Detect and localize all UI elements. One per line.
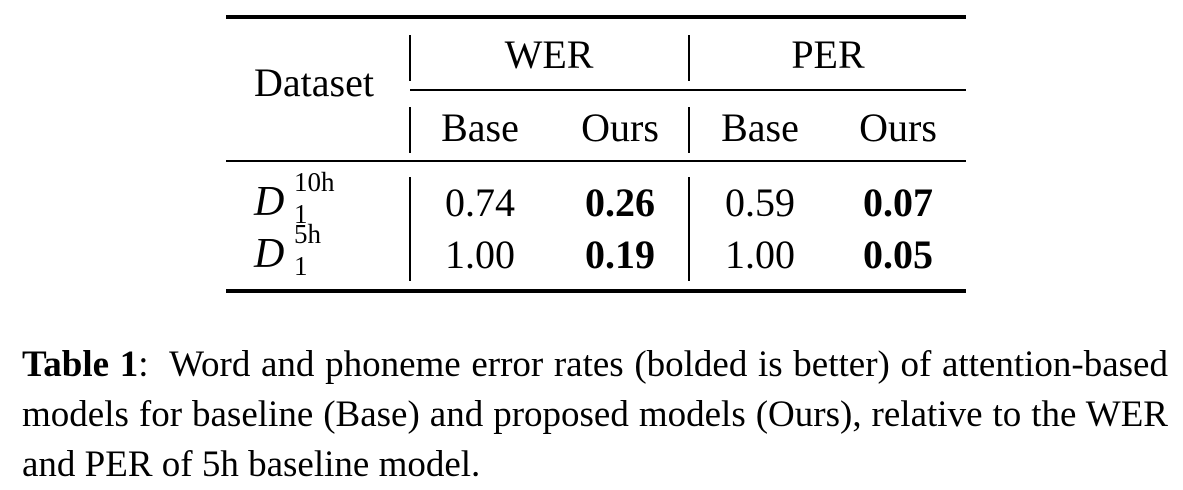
subheader-per-ours: Ours (859, 105, 937, 150)
divider-wer-per-sub (688, 107, 690, 153)
table-bottom-rule (226, 289, 966, 293)
caption-text: Word and phoneme error rates (bolded is … (22, 344, 1168, 485)
table-top-rule (226, 15, 966, 19)
row-dataset-d1-10h: D 10h 1 (254, 167, 335, 229)
subheader-wer-base: Base (441, 105, 519, 150)
table-group-rule (410, 89, 966, 91)
divider-dataset-wer-sub (409, 107, 411, 153)
cell-wer-base: 0.74 (445, 180, 515, 225)
cell-wer-base: 1.00 (445, 232, 515, 277)
cell-per-ours: 0.07 (863, 180, 933, 225)
divider-wer-per-top (688, 35, 690, 81)
divider-wer-per-body (688, 177, 690, 281)
table-caption: Table 1: Word and phoneme error rates (b… (22, 340, 1168, 490)
cell-wer-ours: 0.26 (585, 180, 655, 225)
cell-per-base: 1.00 (725, 232, 795, 277)
cell-per-base: 0.59 (725, 180, 795, 225)
table-header-rule (226, 160, 966, 162)
cell-wer-ours: 0.19 (585, 232, 655, 277)
subheader-wer-ours: Ours (581, 105, 659, 150)
caption-separator: : (138, 344, 149, 385)
header-dataset: Dataset (254, 60, 374, 105)
results-table: Dataset WER PER Base Ours Base Ours D 10… (226, 15, 966, 295)
header-wer: WER (504, 32, 594, 77)
cell-per-ours: 0.05 (863, 232, 933, 277)
row-dataset-d1-5h: D 5h 1 (254, 219, 321, 281)
caption-label: Table 1 (22, 344, 139, 385)
subheader-per-base: Base (721, 105, 799, 150)
divider-dataset-wer-top (409, 35, 411, 81)
header-per: PER (791, 32, 865, 77)
divider-dataset-wer-body (409, 177, 411, 281)
